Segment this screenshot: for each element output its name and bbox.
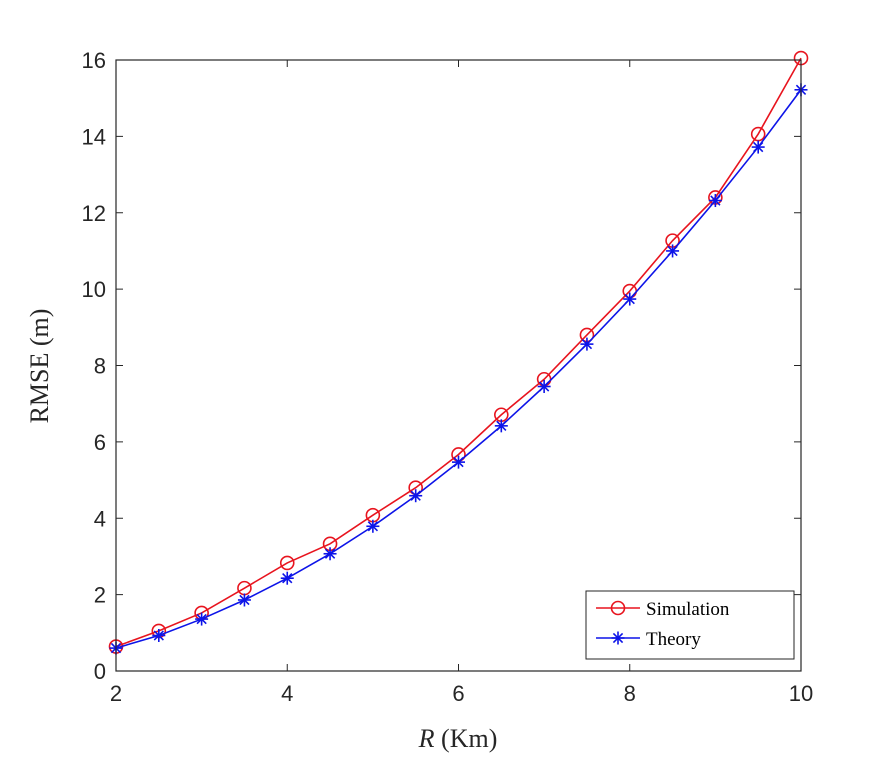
legend-theory-asterisk xyxy=(611,631,625,645)
data-point-theory xyxy=(580,337,594,351)
x-axis-title: R (Km) xyxy=(418,724,498,753)
x-tick-label: 4 xyxy=(281,681,293,706)
data-point-theory xyxy=(366,519,380,533)
y-tick-label: 6 xyxy=(94,430,106,455)
x-axis-title-unit: (Km) xyxy=(435,724,498,753)
data-point-theory xyxy=(537,380,551,394)
data-point-theory xyxy=(237,593,251,607)
legend: Simulation Theory xyxy=(585,590,795,660)
data-point-theory xyxy=(409,489,423,503)
legend-theory-label: Theory xyxy=(646,629,701,650)
y-tick-label: 4 xyxy=(94,506,106,531)
x-axis-title-variable: R xyxy=(418,724,435,753)
y-tick-label: 16 xyxy=(82,48,106,73)
plot-background xyxy=(116,60,801,671)
x-tick-label: 8 xyxy=(624,681,636,706)
data-point-theory xyxy=(751,140,765,154)
x-tick-label: 6 xyxy=(452,681,464,706)
y-tick-label: 2 xyxy=(94,583,106,608)
y-tick-label: 12 xyxy=(82,201,106,226)
data-point-theory xyxy=(280,571,294,585)
data-point-simulation xyxy=(279,555,295,571)
y-tick-label: 10 xyxy=(82,277,106,302)
data-point-theory xyxy=(708,194,722,208)
series-layer xyxy=(108,50,809,655)
legend-simulation-marker xyxy=(610,600,626,616)
legend-simulation-label: Simulation xyxy=(646,599,730,620)
data-point-theory xyxy=(195,612,209,626)
data-point-theory xyxy=(494,419,508,433)
data-point-theory xyxy=(623,292,637,306)
data-point-theory xyxy=(323,547,337,561)
y-tick-label: 14 xyxy=(82,124,106,149)
data-point-theory xyxy=(452,455,465,469)
data-point-theory xyxy=(152,628,166,642)
data-point-theory xyxy=(666,244,680,258)
y-axis-title: RMSE (m) xyxy=(25,309,54,424)
x-tick-label: 10 xyxy=(789,681,813,706)
legend-theory-marker xyxy=(611,631,625,645)
x-tick-label: 2 xyxy=(110,681,122,706)
series-line-simulation xyxy=(115,57,802,648)
y-tick-label: 0 xyxy=(94,659,106,684)
y-tick-label: 8 xyxy=(94,354,106,379)
